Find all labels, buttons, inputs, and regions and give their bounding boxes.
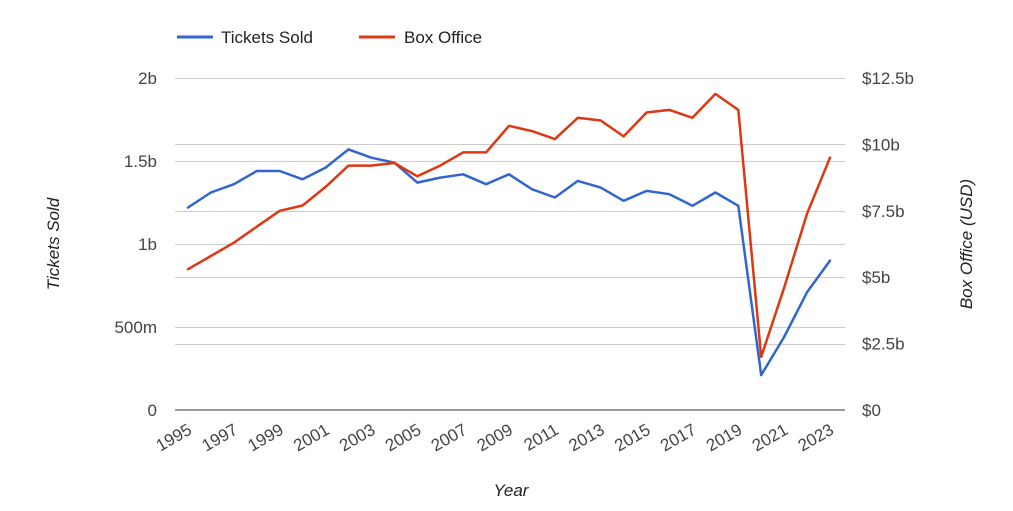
right-axis-tick-label: $5b xyxy=(862,268,890,287)
legend-item-tickets-sold[interactable]: Tickets Sold xyxy=(177,28,313,47)
x-axis-tick-label: 1999 xyxy=(244,420,286,455)
x-axis-tick-label: 2011 xyxy=(521,420,562,455)
x-axis-tick-label: 2021 xyxy=(749,420,791,455)
series-lines xyxy=(186,92,832,377)
x-axis-tick-label: 2007 xyxy=(428,420,470,455)
x-axis-tick-label: 2017 xyxy=(657,420,699,455)
legend: Tickets Sold Box Office xyxy=(177,28,482,47)
x-axis-tick-label: 2005 xyxy=(382,420,424,455)
x-axis-tick-label: 2009 xyxy=(474,420,516,455)
x-axis-tick-label: 2015 xyxy=(611,420,653,455)
legend-label-box-office: Box Office xyxy=(404,28,482,47)
x-axis-title: Year xyxy=(494,481,530,500)
x-axis-tick-label: 2023 xyxy=(795,420,837,455)
right-axis-tick-label: $10b xyxy=(862,135,900,154)
x-axis-tick-label: 1995 xyxy=(153,420,195,455)
right-axis-tick-label: $2.5b xyxy=(862,335,905,354)
series-line-tickets-sold xyxy=(186,148,832,377)
x-axis-ticks: 1995 1997 1999 2001 2003 2005 2007 2009 2011 2013… xyxy=(153,420,837,455)
left-axis-title: Tickets Sold xyxy=(44,197,63,290)
x-axis-tick-label: 2019 xyxy=(703,420,745,455)
left-axis-tick-label: 0 xyxy=(148,401,157,420)
right-axis-ticks: $0 $2.5b $5b $7.5b $10b $12.5b xyxy=(862,69,914,420)
legend-item-box-office[interactable]: Box Office xyxy=(359,28,482,47)
x-axis-tick-label: 2003 xyxy=(336,420,378,455)
left-axis-tick-label: 500m xyxy=(114,318,157,337)
left-axis-ticks: 0 500m 1b 1.5b 2b xyxy=(114,69,157,420)
x-axis-tick-label: 1997 xyxy=(199,420,241,455)
left-axis-tick-label: 1.5b xyxy=(124,152,157,171)
left-axis-tick-label: 2b xyxy=(138,69,157,88)
right-axis-tick-label: $12.5b xyxy=(862,69,914,88)
series-line-box-office xyxy=(186,92,832,359)
gridlines xyxy=(175,78,845,345)
left-axis-tick-label: 1b xyxy=(138,235,157,254)
right-axis-title: Box Office (USD) xyxy=(957,179,976,309)
legend-label-tickets-sold: Tickets Sold xyxy=(221,28,313,47)
right-axis-tick-label: $7.5b xyxy=(862,202,905,221)
x-axis-tick-label: 2013 xyxy=(565,420,607,455)
x-axis-tick-label: 2001 xyxy=(290,420,332,455)
right-axis-tick-label: $0 xyxy=(862,401,881,420)
